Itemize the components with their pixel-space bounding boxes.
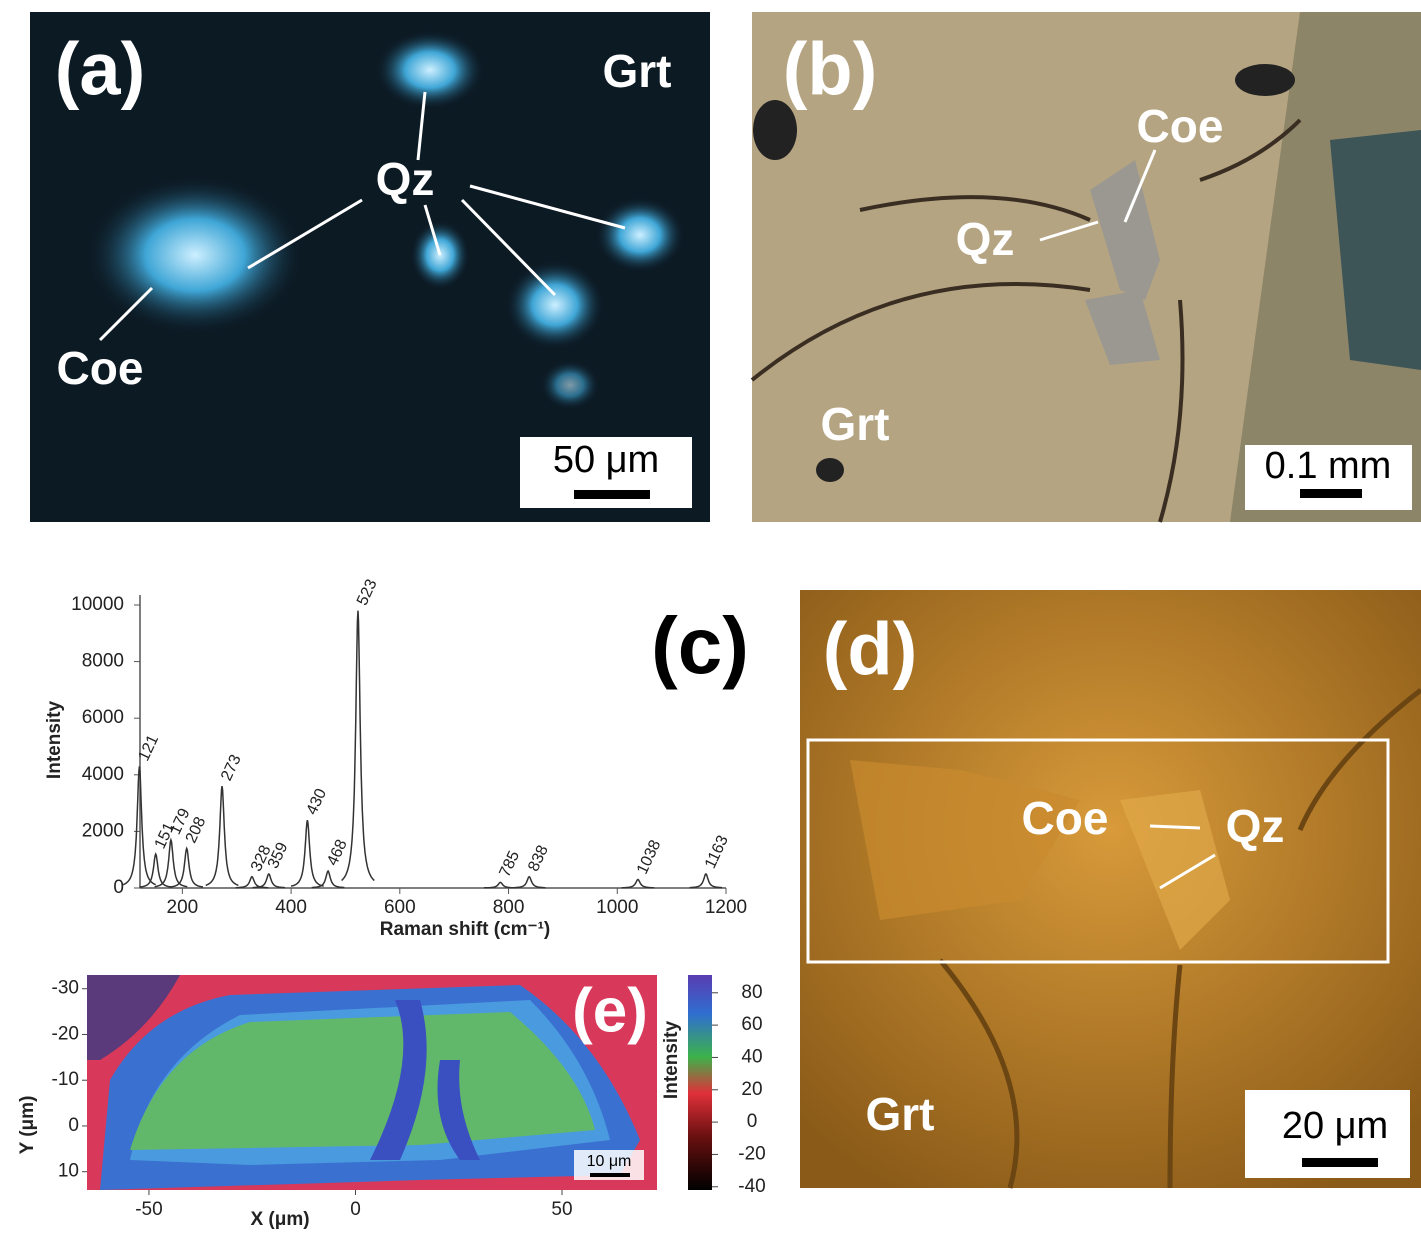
pointer-line <box>1150 826 1200 828</box>
x-axis-label: Raman shift (cm⁻¹) <box>380 919 551 940</box>
peak-label: 273 <box>218 752 245 783</box>
colorbar-tick-label: -20 <box>738 1143 765 1164</box>
panel-c: (c) Intensity Raman shift (cm⁻¹) 0 2000 40… <box>44 577 749 940</box>
y-tick-label: -20 <box>52 1023 79 1044</box>
scale-bar-label: 0.1 mm <box>1265 445 1392 487</box>
peak <box>206 786 239 885</box>
colorbar-tick-label: 20 <box>741 1079 762 1100</box>
grain <box>540 360 600 410</box>
peak-label: 785 <box>496 848 523 879</box>
y-tick-label: -10 <box>52 1069 79 1090</box>
colorbar-tick-label: 60 <box>741 1014 762 1035</box>
inclusion <box>1235 64 1295 96</box>
peak <box>312 871 345 888</box>
peak-label: 468 <box>324 837 351 868</box>
x-tick-label: 0 <box>350 1199 361 1220</box>
y-tick-label: 8000 <box>82 651 124 672</box>
x-tick-label: 1200 <box>705 897 747 918</box>
peak-label: 1038 <box>634 837 665 877</box>
scale-bar-label: 20 μm <box>1282 1105 1388 1147</box>
annotation: Qz <box>956 213 1015 265</box>
y-axis-label: Y (μm) <box>17 1096 38 1155</box>
panel-d: (d) Coe Qz Grt 20 μm <box>800 590 1421 1188</box>
panel-label: (a) <box>55 28 145 111</box>
grain <box>505 260 605 350</box>
annotation: Coe <box>1022 792 1109 844</box>
y-tick-label: 2000 <box>82 820 124 841</box>
colorbar <box>688 975 712 1190</box>
peak-label: 430 <box>303 786 330 817</box>
scale-bar <box>590 1173 630 1177</box>
colorbar-tick-label: -40 <box>738 1176 765 1197</box>
annotation: Qz <box>1226 800 1285 852</box>
peak-label: 359 <box>265 840 292 871</box>
x-tick-label: 1000 <box>596 897 638 918</box>
panel-label: (b) <box>783 28 878 111</box>
grain <box>375 30 485 110</box>
colorbar-tick-label: 80 <box>741 982 762 1003</box>
y-tick-label: 10 <box>58 1161 79 1182</box>
x-axis-label: X (μm) <box>250 1209 309 1230</box>
panel-label: (c) <box>651 601 749 690</box>
panel-label: (e) <box>572 976 648 1045</box>
scale-bar-label: 50 μm <box>553 439 659 481</box>
annotation: Qz <box>376 153 435 205</box>
y-tick-label: 0 <box>68 1115 79 1136</box>
peak-label: 1163 <box>702 833 732 871</box>
panel-label: (d) <box>823 608 918 691</box>
peak <box>622 880 655 888</box>
y-tick-label: 0 <box>113 877 124 898</box>
colorbar-label: Intensity <box>661 1021 682 1100</box>
peak <box>484 882 517 888</box>
annotation: Grt <box>866 1088 935 1140</box>
figure: (a) Grt Qz Coe 50 μm (b) Coe Qz Grt 0.1 … <box>0 0 1421 1234</box>
y-tick-label: -30 <box>52 978 79 999</box>
peak <box>170 848 203 887</box>
y-tick-label: 10000 <box>71 594 124 615</box>
annotation: Coe <box>1137 100 1224 152</box>
grain <box>595 197 685 273</box>
annotation: Coe <box>57 342 144 394</box>
y-axis-label: Intensity <box>44 701 65 780</box>
annotation: Grt <box>821 398 890 450</box>
peak-label: 523 <box>354 577 381 608</box>
y-tick-label: 6000 <box>82 707 124 728</box>
peak <box>690 874 723 888</box>
peak <box>291 820 324 886</box>
x-tick-label: -50 <box>135 1199 162 1220</box>
scale-bar-label: 10 μm <box>587 1153 632 1170</box>
panel-b: (b) Coe Qz Grt 0.1 mm <box>752 12 1421 522</box>
annotation: Grt <box>603 45 672 97</box>
x-tick-label: 600 <box>384 897 416 918</box>
peak-label: 838 <box>525 843 552 874</box>
y-tick-label: 4000 <box>82 764 124 785</box>
inclusion <box>816 458 844 482</box>
panel-e: (e) 10 μm Y (μm) X (μm) Intensity -50 0 50… <box>17 975 766 1230</box>
x-tick-label: 50 <box>551 1199 572 1220</box>
peak <box>513 877 546 888</box>
scale-bar <box>1300 489 1362 498</box>
colorbar-tick-label: 0 <box>747 1111 758 1132</box>
peak <box>342 611 375 881</box>
scale-bar <box>574 490 650 499</box>
colorbar-tick-label: 40 <box>741 1046 762 1067</box>
x-tick-label: 400 <box>275 897 307 918</box>
x-tick-label: 800 <box>493 897 525 918</box>
x-tick-label: 200 <box>167 897 199 918</box>
panel-a: (a) Grt Qz Coe 50 μm <box>30 12 710 522</box>
scale-bar <box>1302 1158 1378 1167</box>
